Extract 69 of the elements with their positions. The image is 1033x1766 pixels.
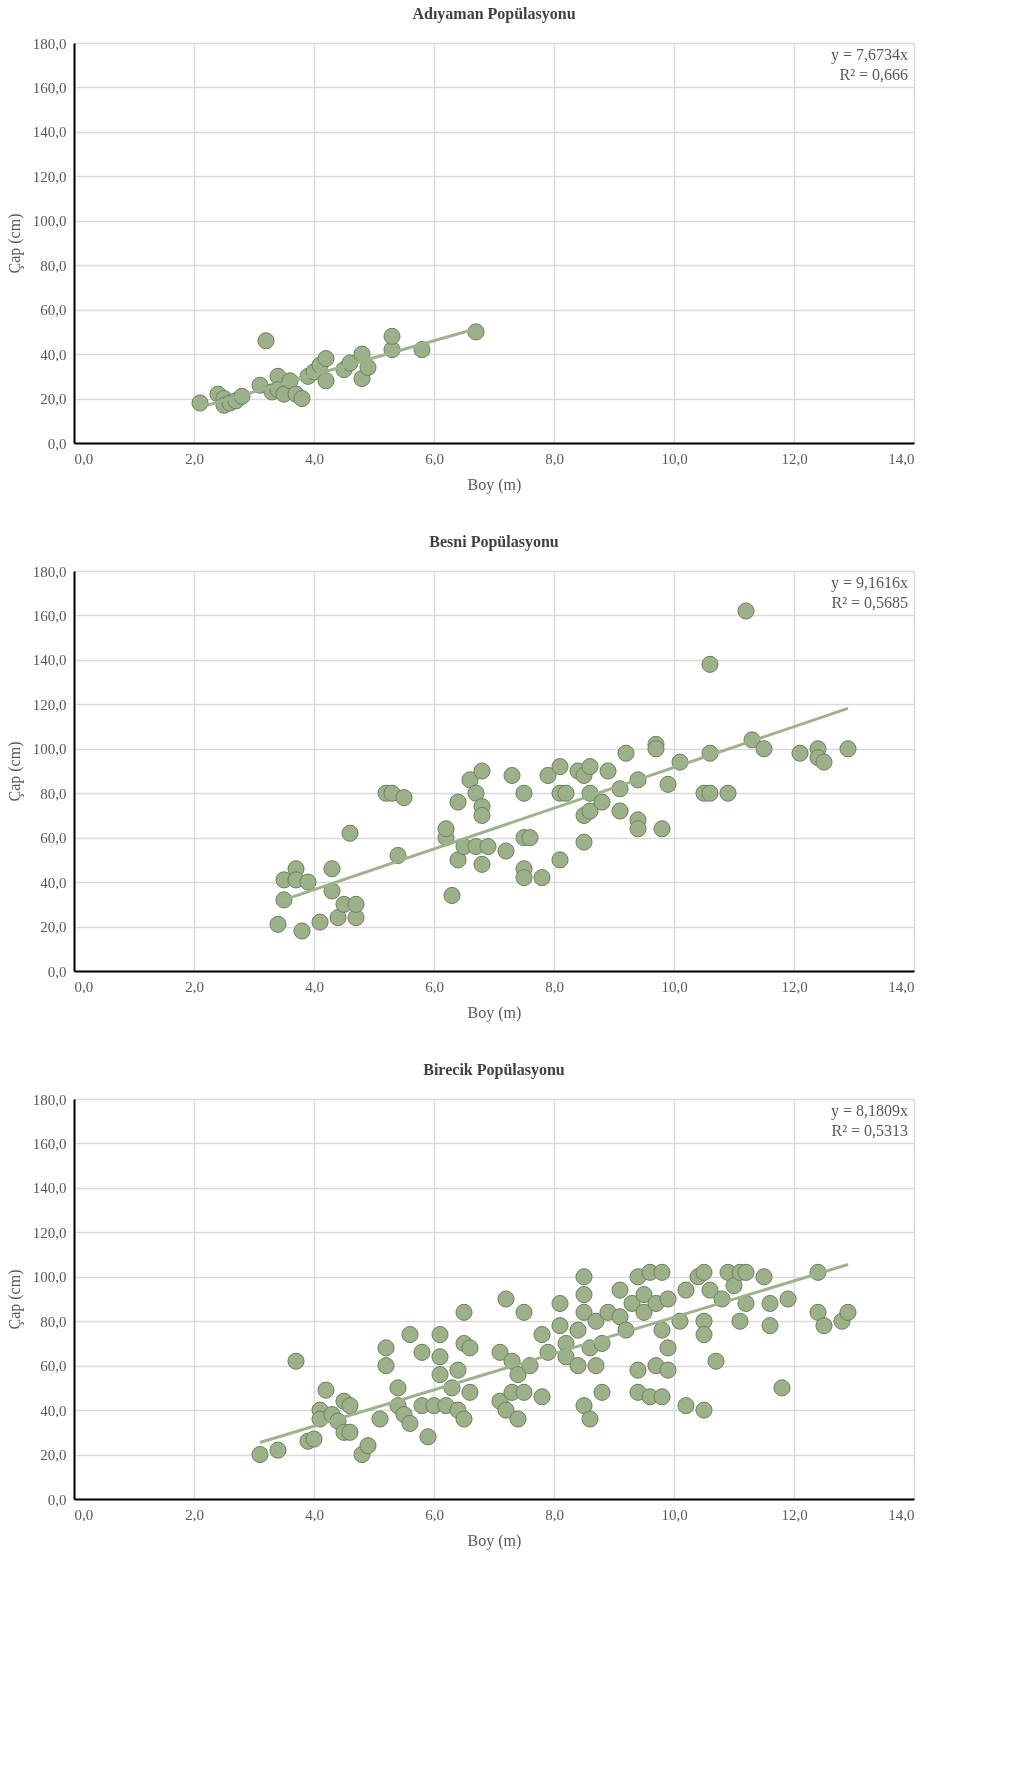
y-tick-label: 60,0: [40, 830, 67, 847]
y-tick-label: 140,0: [32, 1180, 67, 1197]
annotation: y = 8,1809x: [830, 1102, 908, 1120]
y-tick-label: 80,0: [40, 257, 67, 274]
x-tick-label: 2,0: [185, 1506, 204, 1523]
y-tick-label: 160,0: [32, 1135, 67, 1152]
x-tick-label: 12,0: [781, 1506, 808, 1523]
y-tick-label: 20,0: [40, 1447, 67, 1464]
x-tick-label: 8,0: [545, 450, 564, 467]
y-tick-label: 20,0: [40, 919, 67, 936]
x-tick-label: 12,0: [781, 978, 808, 995]
x-tick-label: 2,0: [185, 450, 204, 467]
x-tick-label: 10,0: [661, 450, 688, 467]
y-tick-label: 120,0: [32, 1224, 67, 1241]
y-tick-label: 140,0: [32, 124, 67, 141]
y-tick-label: 60,0: [40, 1358, 67, 1375]
chart-title: Besni Popülasyonu: [429, 533, 559, 551]
x-axis-title: Boy (m): [467, 1003, 522, 1022]
chart-title: Birecik Popülasyonu: [423, 1061, 565, 1079]
x-axis-title: Boy (m): [467, 475, 522, 494]
annotation: R² = 0,5685: [831, 594, 908, 611]
y-tick-label: 100,0: [32, 1269, 67, 1286]
x-tick-label: 6,0: [425, 978, 444, 995]
x-tick-label: 0,0: [74, 1506, 94, 1523]
x-tick-label: 14,0: [888, 978, 915, 995]
y-tick-label: 100,0: [32, 213, 67, 230]
x-axis-title: Boy (m): [467, 1531, 522, 1550]
x-tick-label: 8,0: [545, 1506, 564, 1523]
annotation: y = 9,1616x: [830, 574, 908, 592]
y-tick-label: 40,0: [40, 346, 67, 363]
x-tick-label: 6,0: [425, 1506, 444, 1523]
y-tick-label: 40,0: [40, 1402, 67, 1419]
y-tick-label: 80,0: [40, 785, 67, 802]
y-tick-label: 180,0: [32, 35, 67, 52]
x-tick-label: 4,0: [305, 978, 324, 995]
y-tick-label: 180,0: [32, 1091, 67, 1108]
chart-title: Adıyaman Popülasyonu: [412, 5, 576, 23]
y-tick-label: 120,0: [32, 168, 67, 185]
y-tick-label: 0,0: [47, 1491, 67, 1508]
x-tick-label: 6,0: [425, 450, 444, 467]
y-tick-label: 0,0: [47, 435, 67, 452]
y-tick-label: 80,0: [40, 1313, 67, 1330]
x-tick-label: 14,0: [888, 1506, 915, 1523]
x-tick-label: 12,0: [781, 450, 808, 467]
y-tick-label: 160,0: [32, 607, 67, 624]
x-tick-label: 4,0: [305, 1506, 324, 1523]
annotation: R² = 0,666: [839, 66, 908, 83]
y-axis-title: Çap (cm): [5, 213, 24, 274]
x-tick-label: 10,0: [661, 1506, 688, 1523]
x-tick-label: 4,0: [305, 450, 324, 467]
y-tick-label: 100,0: [32, 741, 67, 758]
x-tick-label: 14,0: [888, 450, 915, 467]
y-tick-label: 40,0: [40, 874, 67, 891]
y-tick-label: 0,0: [47, 963, 67, 980]
x-tick-label: 10,0: [661, 978, 688, 995]
x-tick-label: 8,0: [545, 978, 564, 995]
y-axis-title: Çap (cm): [5, 741, 24, 802]
y-axis-title: Çap (cm): [5, 1269, 24, 1330]
x-tick-label: 2,0: [185, 978, 204, 995]
annotation: y = 7,6734x: [830, 46, 908, 64]
y-tick-label: 60,0: [40, 302, 67, 319]
y-tick-label: 140,0: [32, 652, 67, 669]
y-tick-label: 180,0: [32, 563, 67, 580]
y-tick-label: 120,0: [32, 696, 67, 713]
annotation: R² = 0,5313: [831, 1122, 908, 1139]
x-tick-label: 0,0: [74, 978, 94, 995]
y-tick-label: 20,0: [40, 391, 67, 408]
y-tick-label: 160,0: [32, 79, 67, 96]
x-tick-label: 0,0: [74, 450, 94, 467]
